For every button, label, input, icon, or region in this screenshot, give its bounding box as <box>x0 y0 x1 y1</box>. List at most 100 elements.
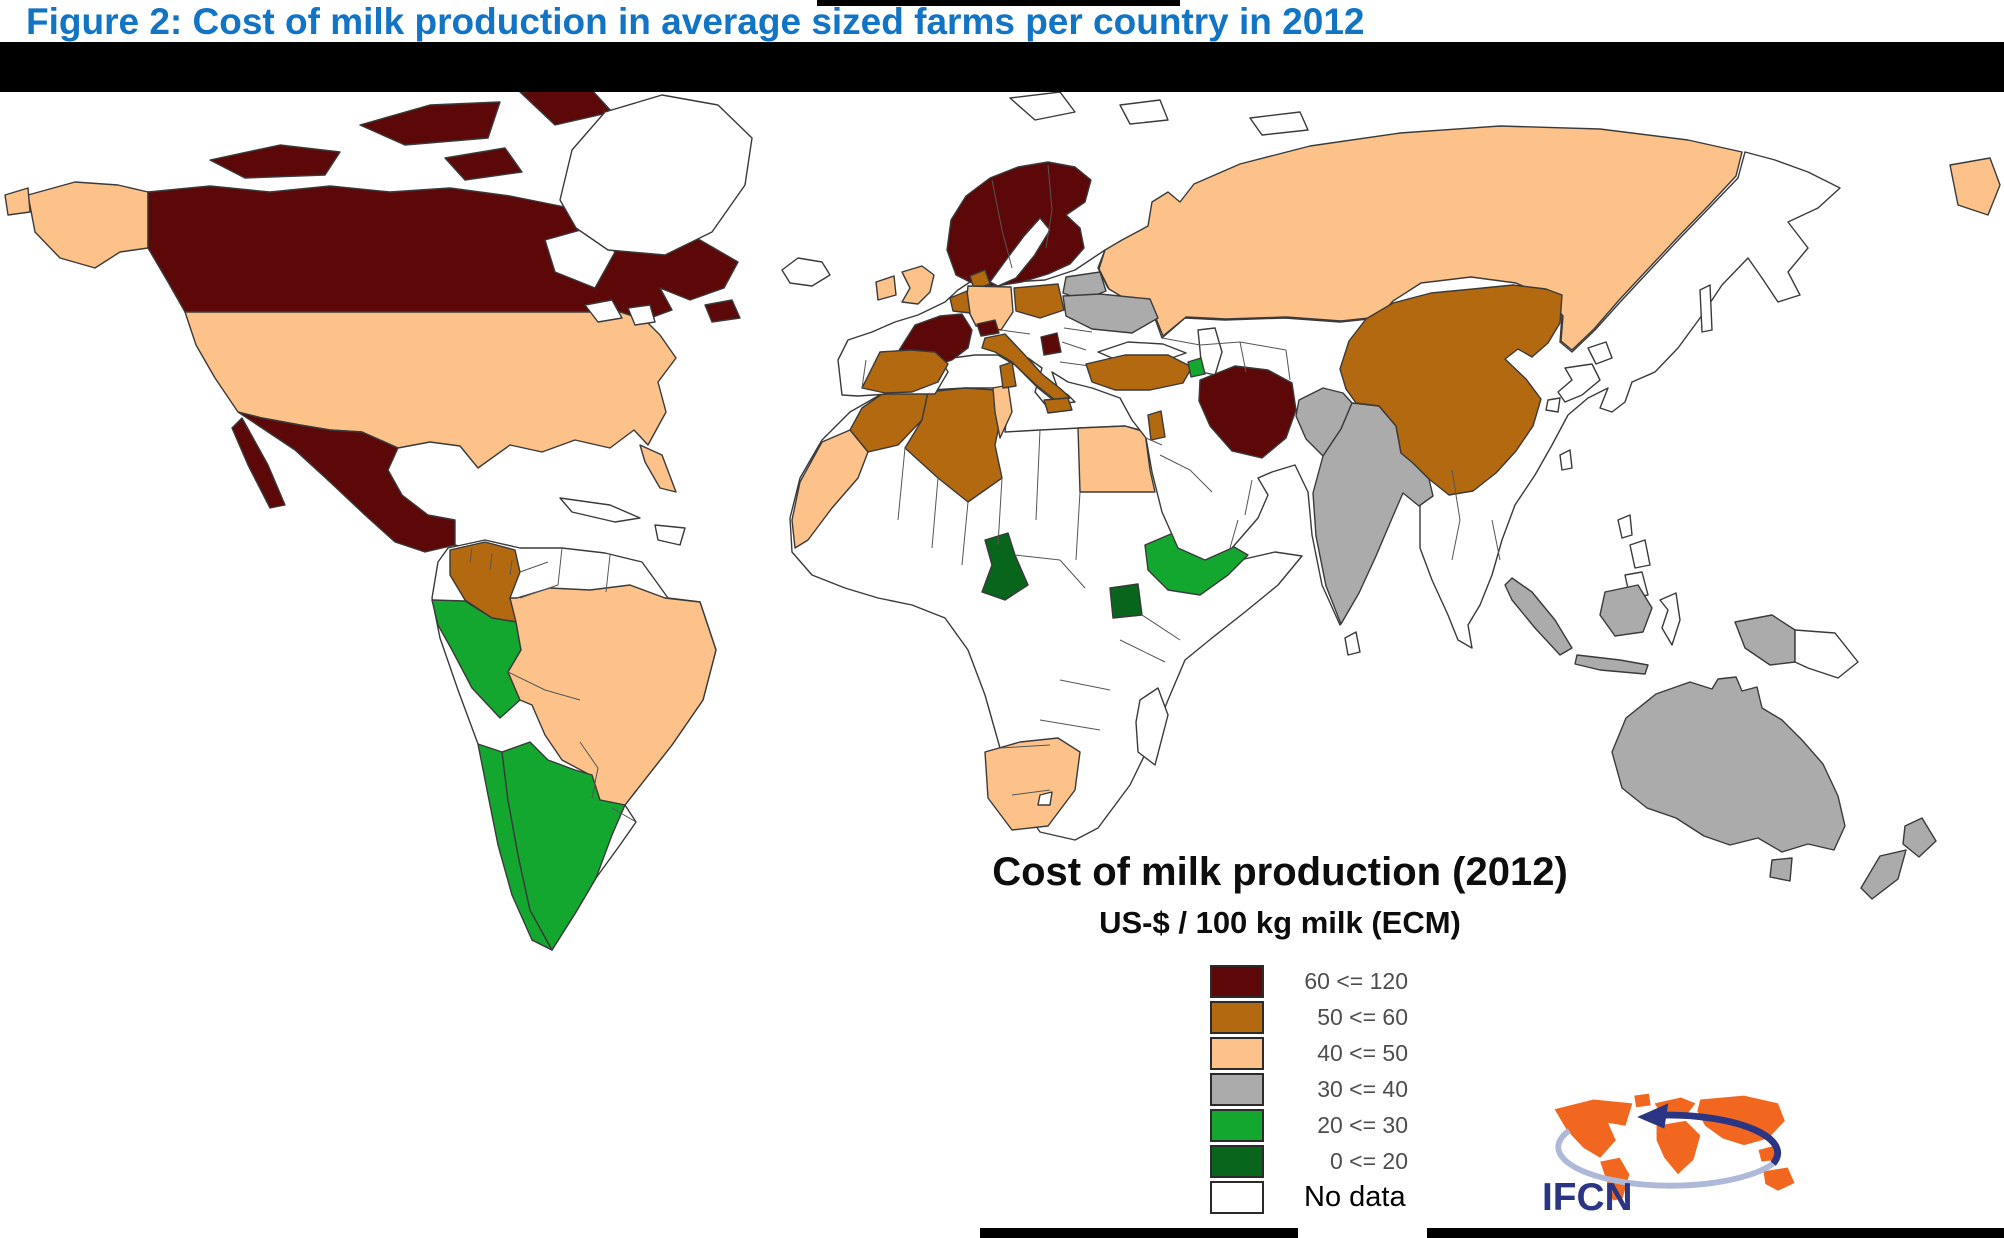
legend: 60 <= 120 50 <= 60 40 <= 50 30 <= 40 20 … <box>1210 965 1408 1218</box>
map-country-uk <box>901 265 935 305</box>
great-lakes <box>627 304 656 326</box>
legend-title: Cost of milk production (2012) <box>992 850 1568 894</box>
legend-label: No data <box>1304 1181 1406 1213</box>
iceland <box>781 257 831 287</box>
map-country-usa-florida <box>639 444 677 493</box>
border-venezuela <box>519 547 611 599</box>
map-country-iran <box>1198 365 1297 459</box>
madagascar <box>1135 687 1169 766</box>
map-country-armenia <box>1187 357 1206 378</box>
ifcn-logo-text: IFCN <box>1542 1176 1633 1218</box>
map-country-israel <box>1147 410 1166 441</box>
legend-label: 0 <= 20 <box>1329 1148 1408 1174</box>
map-country-mexico <box>237 411 456 553</box>
map-country-china <box>1339 284 1563 496</box>
legend-swatch-50-60 <box>1210 1001 1264 1034</box>
map-country-nz-south <box>1860 849 1907 900</box>
legend-row: 30 <= 40 <box>1210 1073 1408 1106</box>
map-country-sumatra <box>1504 577 1573 656</box>
map-country-tasmania <box>1769 857 1793 882</box>
arrow-icon <box>1637 1103 1669 1129</box>
bottom-black-bar-left <box>980 1228 1298 1238</box>
map-country-cameroon <box>981 532 1029 601</box>
map-country-canada-arctic <box>209 144 341 179</box>
svalbard-islands <box>1009 92 1076 121</box>
legend-label: 60 <= 120 <box>1304 968 1408 994</box>
japan-hokkaido <box>1587 341 1613 365</box>
legend-row: No data <box>1210 1181 1408 1214</box>
map-country-ukraine <box>1062 293 1159 334</box>
papua-new-guinea <box>1794 629 1859 679</box>
borders-scandinavia <box>991 164 1053 269</box>
border-portugal <box>861 359 867 389</box>
legend-swatch-0-20 <box>1210 1145 1264 1178</box>
legend-swatch-30-40 <box>1210 1073 1264 1106</box>
lesotho <box>1037 791 1053 806</box>
legend-swatch-40-50 <box>1210 1037 1264 1070</box>
legend-label: 40 <= 50 <box>1317 1040 1408 1066</box>
legend-row: 20 <= 30 <box>1210 1109 1408 1142</box>
borders-arabia <box>1145 437 1253 549</box>
top-black-strip <box>817 0 1180 6</box>
map-country-sardinia <box>999 361 1017 389</box>
legend-row: 50 <= 60 <box>1210 1001 1408 1034</box>
map-country-ireland <box>875 275 897 301</box>
legend-swatch-no-data <box>1210 1181 1264 1214</box>
map-country-australia <box>1611 676 1846 853</box>
world-choropleth-map <box>4 92 2001 951</box>
arctic-islands <box>1119 99 1169 125</box>
map-country-switzerland <box>976 319 1000 337</box>
legend-row: 0 <= 20 <box>1210 1145 1408 1178</box>
map-country-alaska <box>27 181 149 269</box>
philippines <box>1629 539 1651 569</box>
japan-kyushu <box>1545 397 1561 413</box>
sri-lanka <box>1344 631 1361 656</box>
map-country-turkey <box>1085 354 1193 391</box>
borders-central-africa <box>999 554 1181 796</box>
map-country-nz-north <box>1902 817 1937 858</box>
map-country-java <box>1574 654 1649 675</box>
map-country-canada-arctic <box>444 147 523 181</box>
baltic-sea <box>989 217 1051 287</box>
border-bolivia <box>507 671 637 823</box>
map-country-alaska-island <box>4 187 31 216</box>
japan-honshu <box>1557 363 1601 403</box>
figure-title: Figure 2: Cost of milk production in ave… <box>26 1 1365 42</box>
hispaniola <box>654 524 686 546</box>
legend-subtitle: US-$ / 100 kg milk (ECM) <box>1099 905 1461 940</box>
sakhalin <box>1699 284 1713 333</box>
cuba <box>559 497 641 523</box>
header-black-bar <box>0 42 2004 92</box>
borders-balkans <box>1000 327 1093 367</box>
map-country-denmark <box>969 269 991 290</box>
ifcn-logo: IFCN <box>1542 1093 1795 1218</box>
map-country-western-sahara <box>791 429 869 549</box>
great-lakes <box>584 299 623 323</box>
map-country-spain <box>861 349 949 394</box>
map-country-egypt <box>1077 425 1156 493</box>
legend-row: 40 <= 50 <box>1210 1037 1408 1070</box>
map-country-benelux <box>949 290 971 314</box>
map-country-usa <box>184 311 677 469</box>
legend-swatch-60-120 <box>1210 965 1264 998</box>
map-country-argentina <box>501 741 626 951</box>
taiwan <box>1559 449 1573 471</box>
map-country-poland <box>1013 283 1065 319</box>
legend-label: 20 <= 30 <box>1317 1112 1408 1138</box>
arctic-islands <box>1249 111 1309 136</box>
borders-sahara <box>897 429 1081 566</box>
map-country-mexico-baja <box>231 417 286 509</box>
greenland <box>559 94 753 256</box>
bottom-black-bar-right <box>1427 1228 2004 1238</box>
map-country-serbia <box>1040 332 1062 356</box>
map-country-borneo <box>1599 584 1653 637</box>
map-country-south-africa <box>984 737 1081 831</box>
map-country-canada-arctic <box>359 101 501 146</box>
borders-central-asia <box>1161 337 1291 381</box>
legend-label: 50 <= 60 <box>1317 1004 1408 1030</box>
legend-swatch-20-30 <box>1210 1109 1264 1142</box>
ifcn-logo-world-icon <box>1554 1093 1795 1201</box>
map-country-west-papua <box>1734 614 1796 666</box>
borders-indochina <box>1451 469 1501 561</box>
